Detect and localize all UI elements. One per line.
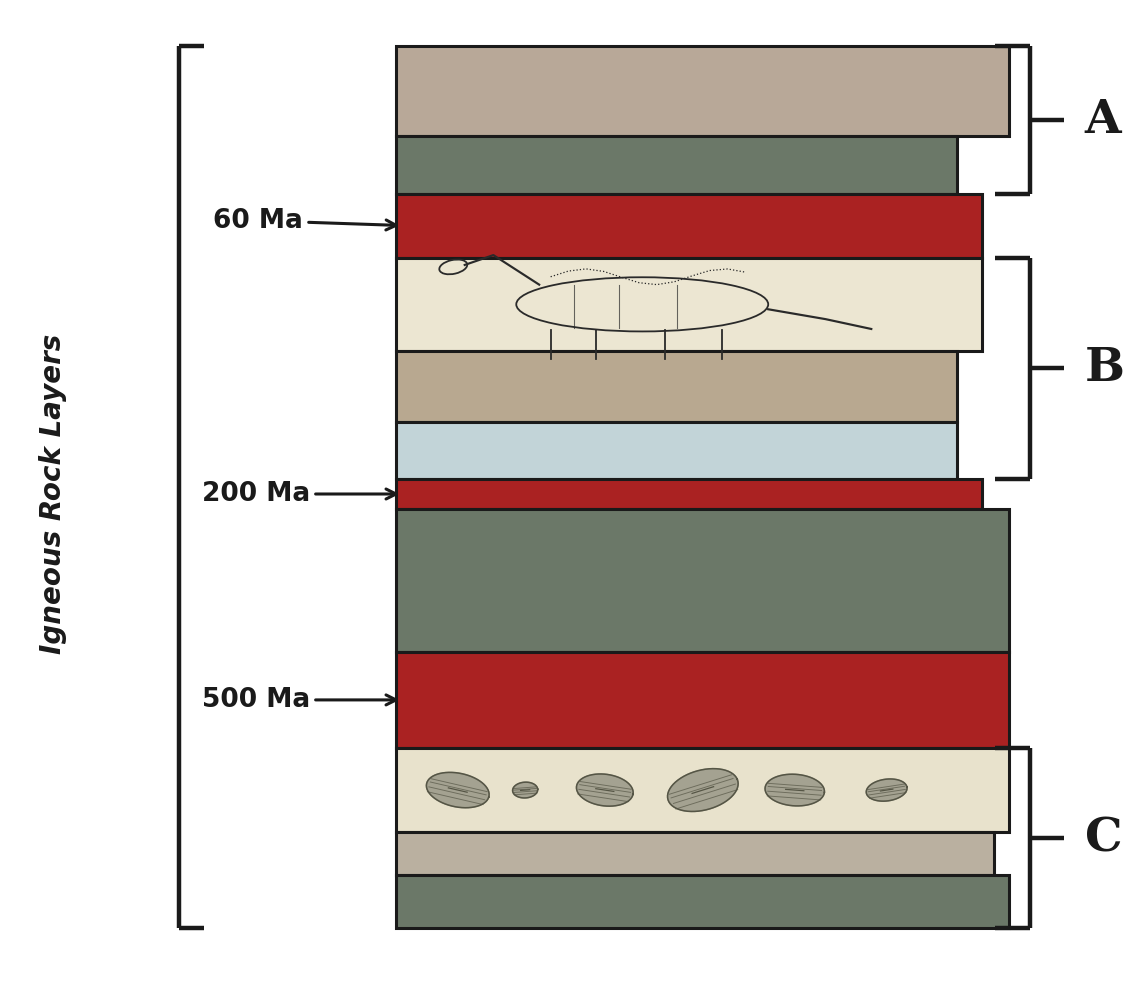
Text: A: A	[1085, 97, 1122, 142]
Text: 200 Ma: 200 Ma	[202, 481, 396, 507]
Bar	[396, 422, 957, 479]
Bar	[396, 748, 1009, 832]
Bar	[396, 258, 982, 351]
Text: C: C	[1085, 815, 1123, 862]
Bar	[396, 136, 957, 194]
Bar	[396, 652, 1009, 748]
Bar	[396, 45, 1009, 136]
Bar	[396, 509, 1009, 652]
Polygon shape	[667, 769, 738, 811]
Bar	[396, 479, 982, 509]
Polygon shape	[576, 774, 634, 806]
Text: 60 Ma: 60 Ma	[214, 207, 396, 233]
Polygon shape	[513, 782, 537, 798]
Bar	[396, 351, 957, 422]
Bar	[396, 194, 982, 258]
Text: Igneous Rock Layers: Igneous Rock Layers	[39, 334, 67, 654]
Polygon shape	[867, 779, 907, 801]
Text: B: B	[1085, 346, 1125, 391]
Text: 500 Ma: 500 Ma	[202, 687, 396, 713]
Bar	[396, 875, 1009, 929]
Polygon shape	[765, 775, 824, 806]
Bar	[396, 832, 994, 875]
Polygon shape	[426, 773, 489, 808]
